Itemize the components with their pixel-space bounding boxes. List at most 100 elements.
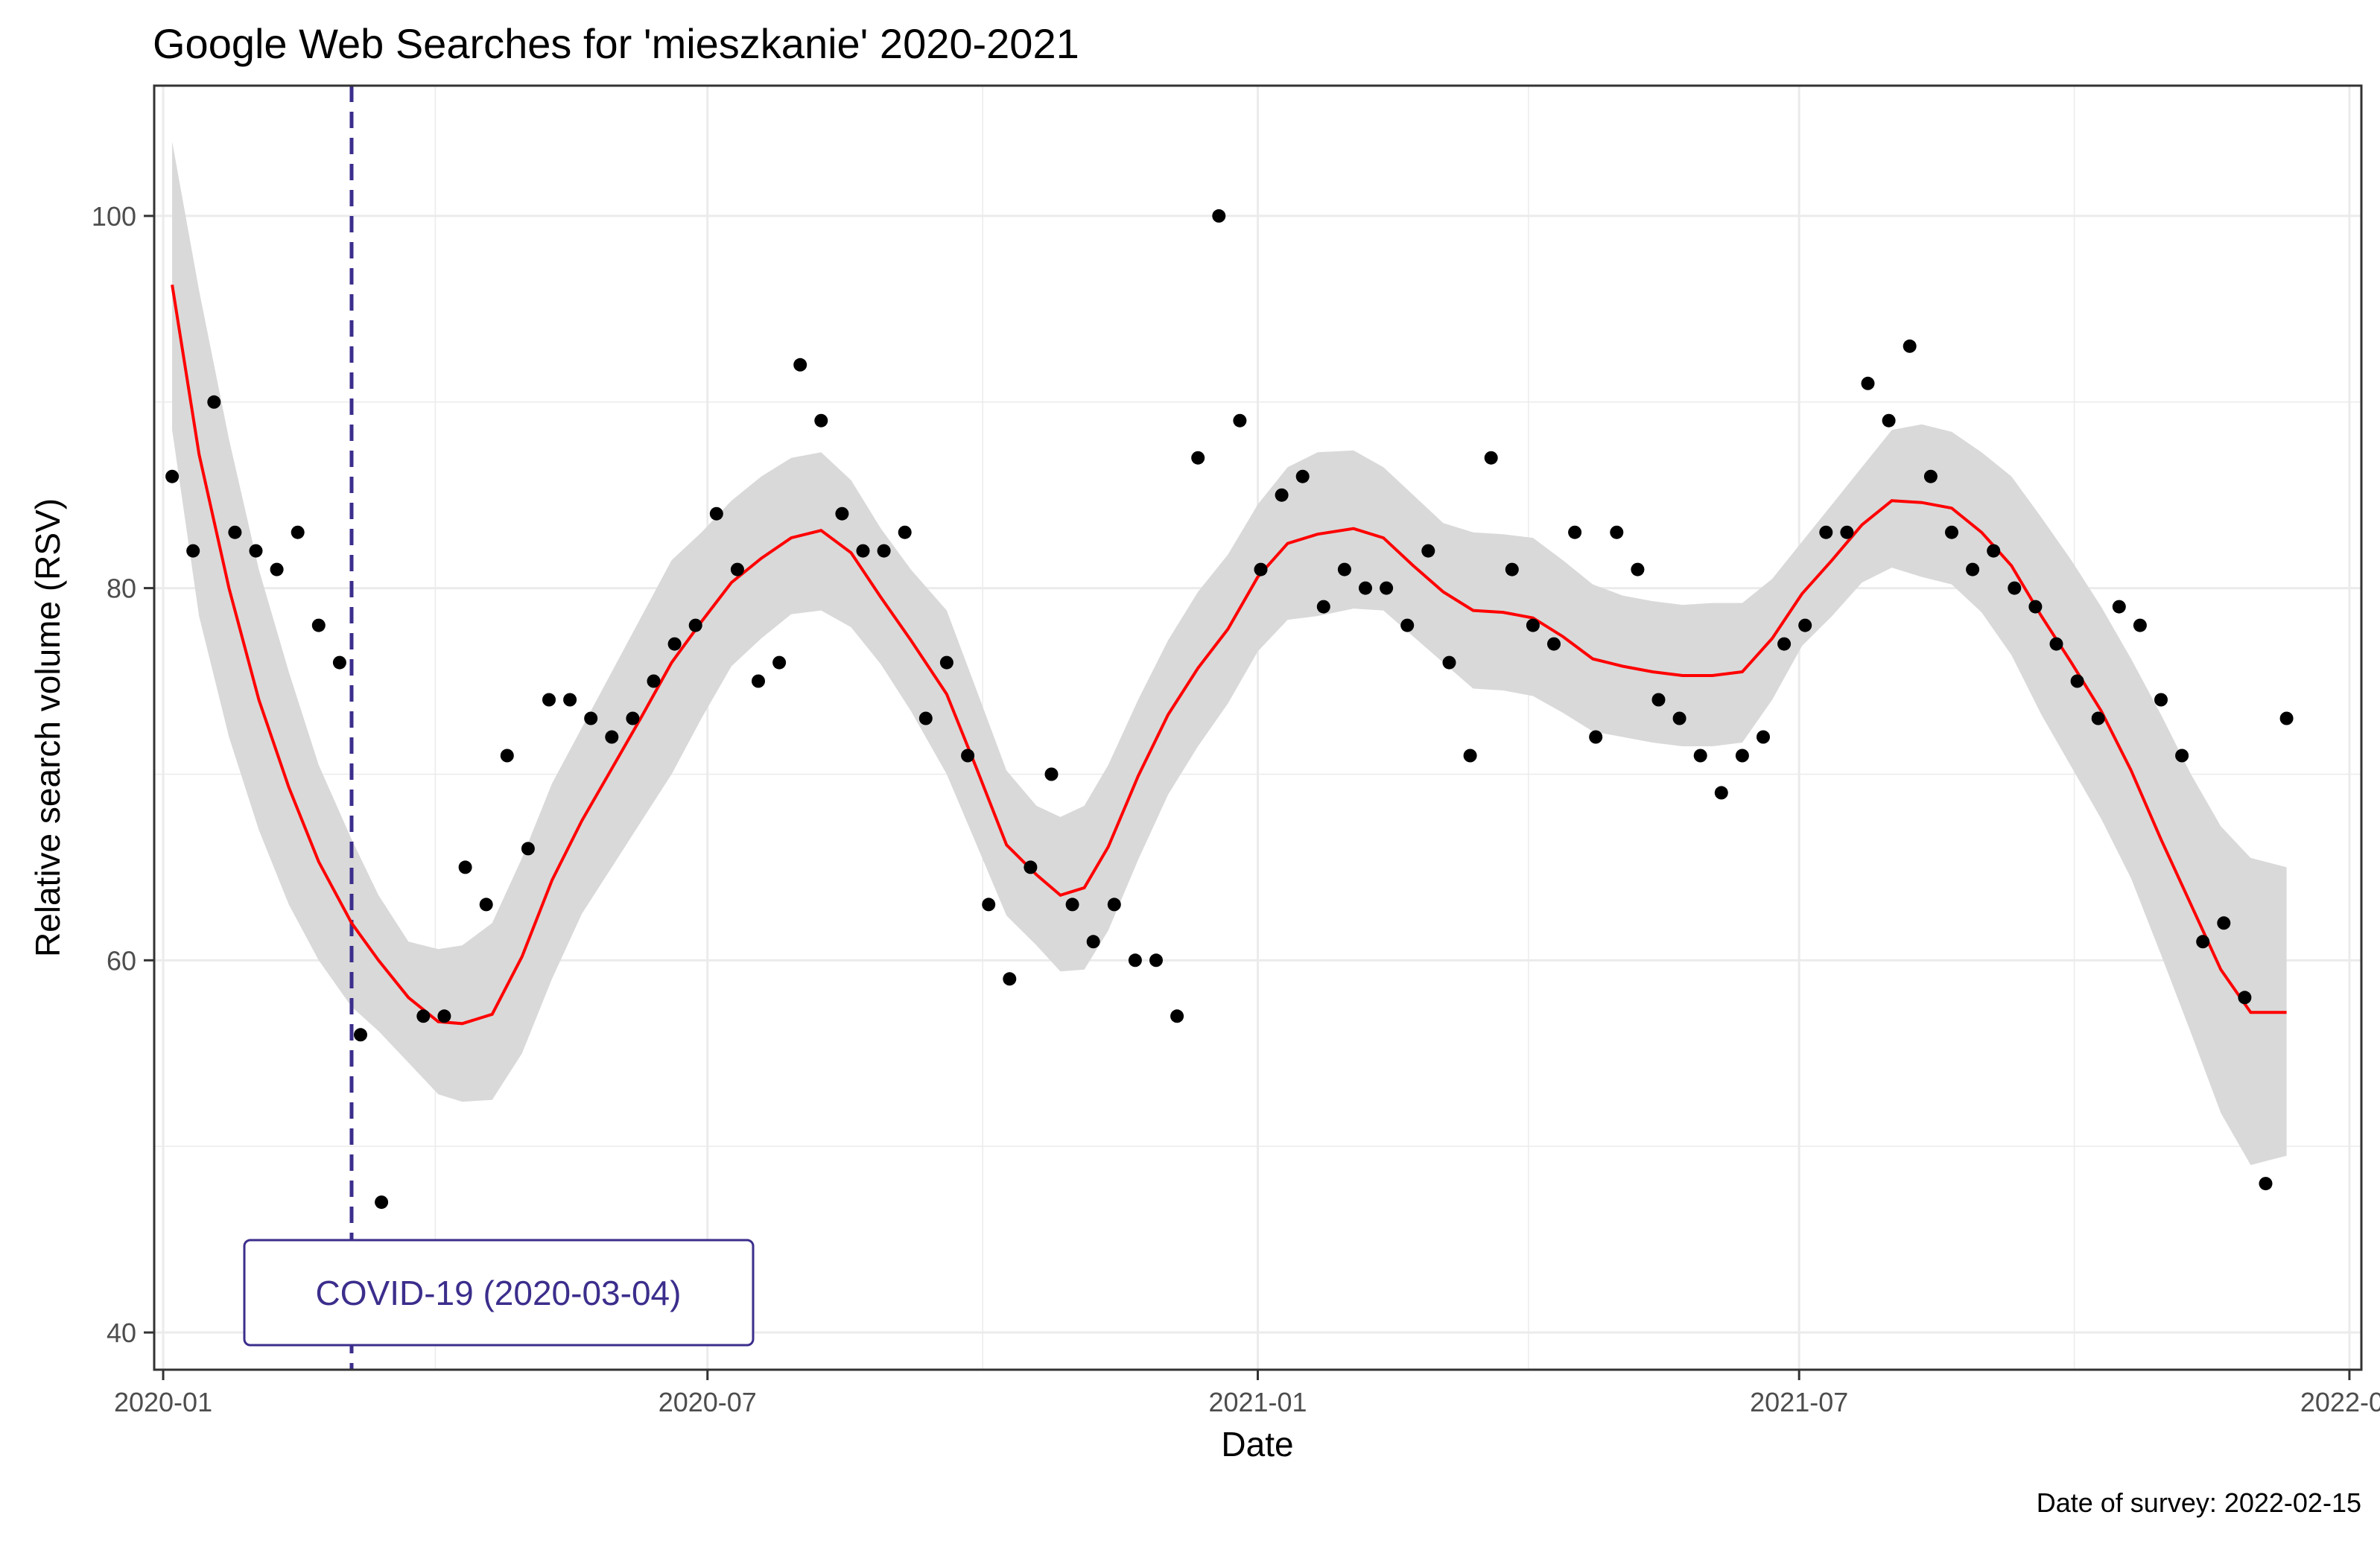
data-point bbox=[752, 674, 765, 688]
data-point bbox=[1295, 469, 1310, 483]
data-point bbox=[1421, 544, 1435, 558]
data-point bbox=[1359, 581, 1372, 595]
x-tick-label: 2021-07 bbox=[1750, 1387, 1848, 1417]
data-point bbox=[877, 544, 891, 558]
data-point bbox=[1024, 860, 1038, 874]
data-point bbox=[186, 544, 200, 558]
x-tick-label: 2020-07 bbox=[659, 1387, 757, 1417]
data-point bbox=[1065, 898, 1079, 912]
data-point bbox=[1400, 618, 1415, 632]
data-point bbox=[311, 618, 326, 632]
data-point bbox=[2154, 693, 2168, 707]
data-point bbox=[207, 395, 221, 409]
data-point bbox=[521, 842, 535, 856]
survey-date-caption: Date of survey: 2022-02-15 bbox=[2037, 1487, 2361, 1518]
data-point bbox=[2133, 618, 2147, 632]
x-axis: 2020-01 2020-07 2021-01 2021-07 2022-01 bbox=[114, 1370, 2380, 1417]
data-points bbox=[165, 209, 2294, 1210]
smooth-line bbox=[171, 284, 2287, 1026]
data-point bbox=[1484, 451, 1498, 465]
data-point bbox=[1861, 376, 1875, 390]
data-point bbox=[2279, 711, 2294, 725]
y-axis-title: Relative search volume (RSV) bbox=[28, 498, 67, 957]
y-tick-label: 100 bbox=[92, 201, 136, 232]
y-tick-label: 80 bbox=[107, 574, 136, 604]
data-point bbox=[1505, 562, 1519, 576]
y-axis: 40 60 80 100 bbox=[92, 201, 154, 1348]
x-axis-title: Date bbox=[1221, 1425, 1293, 1464]
x-tick-label: 2021-01 bbox=[1208, 1387, 1307, 1417]
data-point bbox=[542, 693, 556, 707]
data-point bbox=[1735, 749, 1749, 763]
data-point bbox=[2112, 600, 2126, 614]
data-point bbox=[1903, 339, 1917, 353]
data-point bbox=[1547, 637, 1561, 651]
data-point bbox=[1003, 972, 1017, 986]
data-point bbox=[1254, 562, 1268, 576]
data-point bbox=[1757, 730, 1770, 744]
y-tick-label: 60 bbox=[107, 945, 136, 976]
data-point bbox=[1693, 749, 1707, 763]
data-point bbox=[1316, 600, 1330, 614]
data-point bbox=[709, 506, 723, 521]
data-point bbox=[1840, 525, 1854, 539]
data-point bbox=[563, 693, 577, 707]
data-point bbox=[961, 749, 975, 763]
data-point bbox=[437, 1009, 451, 1023]
data-point bbox=[2049, 637, 2063, 651]
data-point bbox=[270, 562, 284, 576]
data-point bbox=[772, 655, 787, 670]
y-tick-label: 40 bbox=[107, 1318, 136, 1348]
data-point bbox=[898, 525, 912, 539]
data-point bbox=[1086, 935, 1100, 949]
data-point bbox=[605, 730, 619, 744]
data-point bbox=[793, 358, 807, 372]
data-point bbox=[1337, 562, 1351, 576]
data-point bbox=[479, 898, 493, 912]
data-point bbox=[1923, 469, 1938, 483]
data-point bbox=[249, 544, 263, 558]
data-point bbox=[1945, 525, 1958, 539]
x-tick-label: 2020-01 bbox=[114, 1387, 212, 1417]
data-point bbox=[2008, 581, 2022, 595]
data-point bbox=[918, 711, 933, 725]
x-tick-label: 2022-01 bbox=[2300, 1387, 2380, 1417]
data-point bbox=[1463, 749, 1477, 763]
data-point bbox=[1212, 209, 1226, 223]
data-point bbox=[291, 525, 305, 539]
data-point bbox=[2196, 935, 2210, 949]
data-point bbox=[1526, 618, 1540, 632]
data-point bbox=[2091, 711, 2105, 725]
data-point bbox=[1128, 953, 1142, 968]
covid-annotation: COVID-19 (2020-03-04) bbox=[243, 1239, 755, 1347]
data-point bbox=[1107, 898, 1121, 912]
data-point bbox=[1819, 525, 1833, 539]
data-point bbox=[1170, 1009, 1184, 1023]
data-point bbox=[814, 413, 828, 428]
data-point bbox=[1589, 730, 1603, 744]
data-point bbox=[1714, 786, 1728, 800]
data-point bbox=[1672, 711, 1686, 725]
data-point bbox=[856, 544, 870, 558]
data-point bbox=[1777, 637, 1792, 651]
data-point bbox=[939, 655, 953, 670]
data-point bbox=[982, 898, 996, 912]
data-point bbox=[1610, 525, 1624, 539]
confidence-band bbox=[172, 142, 2287, 1166]
data-point bbox=[500, 749, 514, 763]
data-point bbox=[2175, 749, 2189, 763]
data-point bbox=[228, 525, 242, 539]
data-point bbox=[1966, 562, 1980, 576]
data-point bbox=[1380, 581, 1394, 595]
data-point bbox=[1631, 562, 1645, 576]
data-point bbox=[1044, 767, 1059, 781]
data-point bbox=[1882, 413, 1896, 428]
data-point bbox=[1651, 693, 1666, 707]
data-point bbox=[2259, 1177, 2273, 1191]
data-point bbox=[688, 618, 702, 632]
data-point bbox=[1191, 451, 1205, 465]
chart-title: Google Web Searches for 'mieszkanie' 202… bbox=[153, 20, 1079, 67]
data-point bbox=[1442, 655, 1456, 670]
data-point bbox=[584, 711, 598, 725]
data-point bbox=[1275, 488, 1289, 502]
